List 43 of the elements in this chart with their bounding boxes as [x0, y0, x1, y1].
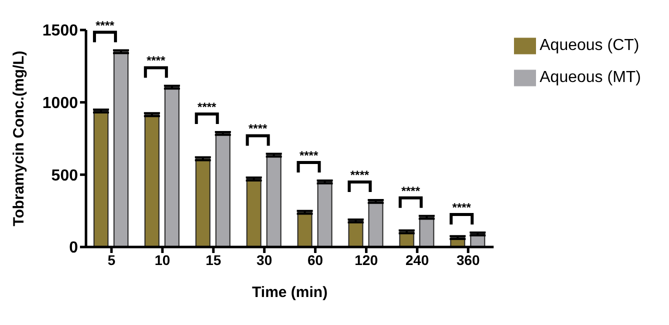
y-tick-label: 1000 — [42, 95, 78, 112]
significance-bracket: **** — [246, 122, 270, 146]
x-tick-label: 240 — [406, 252, 430, 268]
annotation: **** — [401, 184, 420, 198]
y-axis-title: Tobramycin Conc.(mg/L) — [10, 50, 28, 226]
bar — [317, 181, 332, 247]
x-tick-label: 60 — [308, 252, 324, 268]
x-tick-label: 360 — [456, 252, 480, 268]
annotation: **** — [96, 18, 115, 32]
annotation: **** — [248, 122, 268, 136]
x-axis-title: Time (min) — [252, 284, 328, 301]
bar — [144, 114, 160, 247]
x-tick-label: 120 — [354, 252, 378, 268]
significance-bracket: **** — [296, 148, 321, 172]
bar — [246, 178, 262, 247]
annotation: **** — [146, 54, 166, 68]
legend-label: Aqueous (MT) — [540, 69, 641, 86]
bar — [266, 154, 282, 247]
y-tick-label: 500 — [51, 167, 78, 184]
x-tick-label: 15 — [206, 252, 222, 268]
x-tick-label: 5 — [108, 252, 116, 268]
significance-bracket: **** — [144, 54, 168, 78]
bar — [297, 212, 312, 247]
significance-bracket: **** — [92, 18, 117, 42]
bar — [368, 200, 384, 247]
bar — [195, 158, 210, 247]
y-tick-label: 1500 — [42, 22, 78, 40]
annotation: **** — [452, 200, 472, 215]
significance-bracket: **** — [348, 168, 372, 192]
bar — [114, 51, 128, 247]
bar — [164, 86, 180, 247]
legend-label: Aqueous (CT) — [540, 37, 640, 54]
x-tick-label: 30 — [256, 252, 272, 268]
significance-bracket: **** — [450, 200, 474, 225]
x-tick-label: 10 — [154, 252, 170, 268]
significance-bracket: **** — [398, 184, 423, 208]
y-tick-label: 0 — [69, 240, 78, 257]
bar — [94, 110, 108, 247]
annotation: **** — [350, 168, 370, 182]
significance-bracket: **** — [194, 100, 219, 124]
annotation: **** — [198, 100, 217, 114]
annotation: **** — [299, 148, 318, 162]
bar — [215, 132, 230, 247]
